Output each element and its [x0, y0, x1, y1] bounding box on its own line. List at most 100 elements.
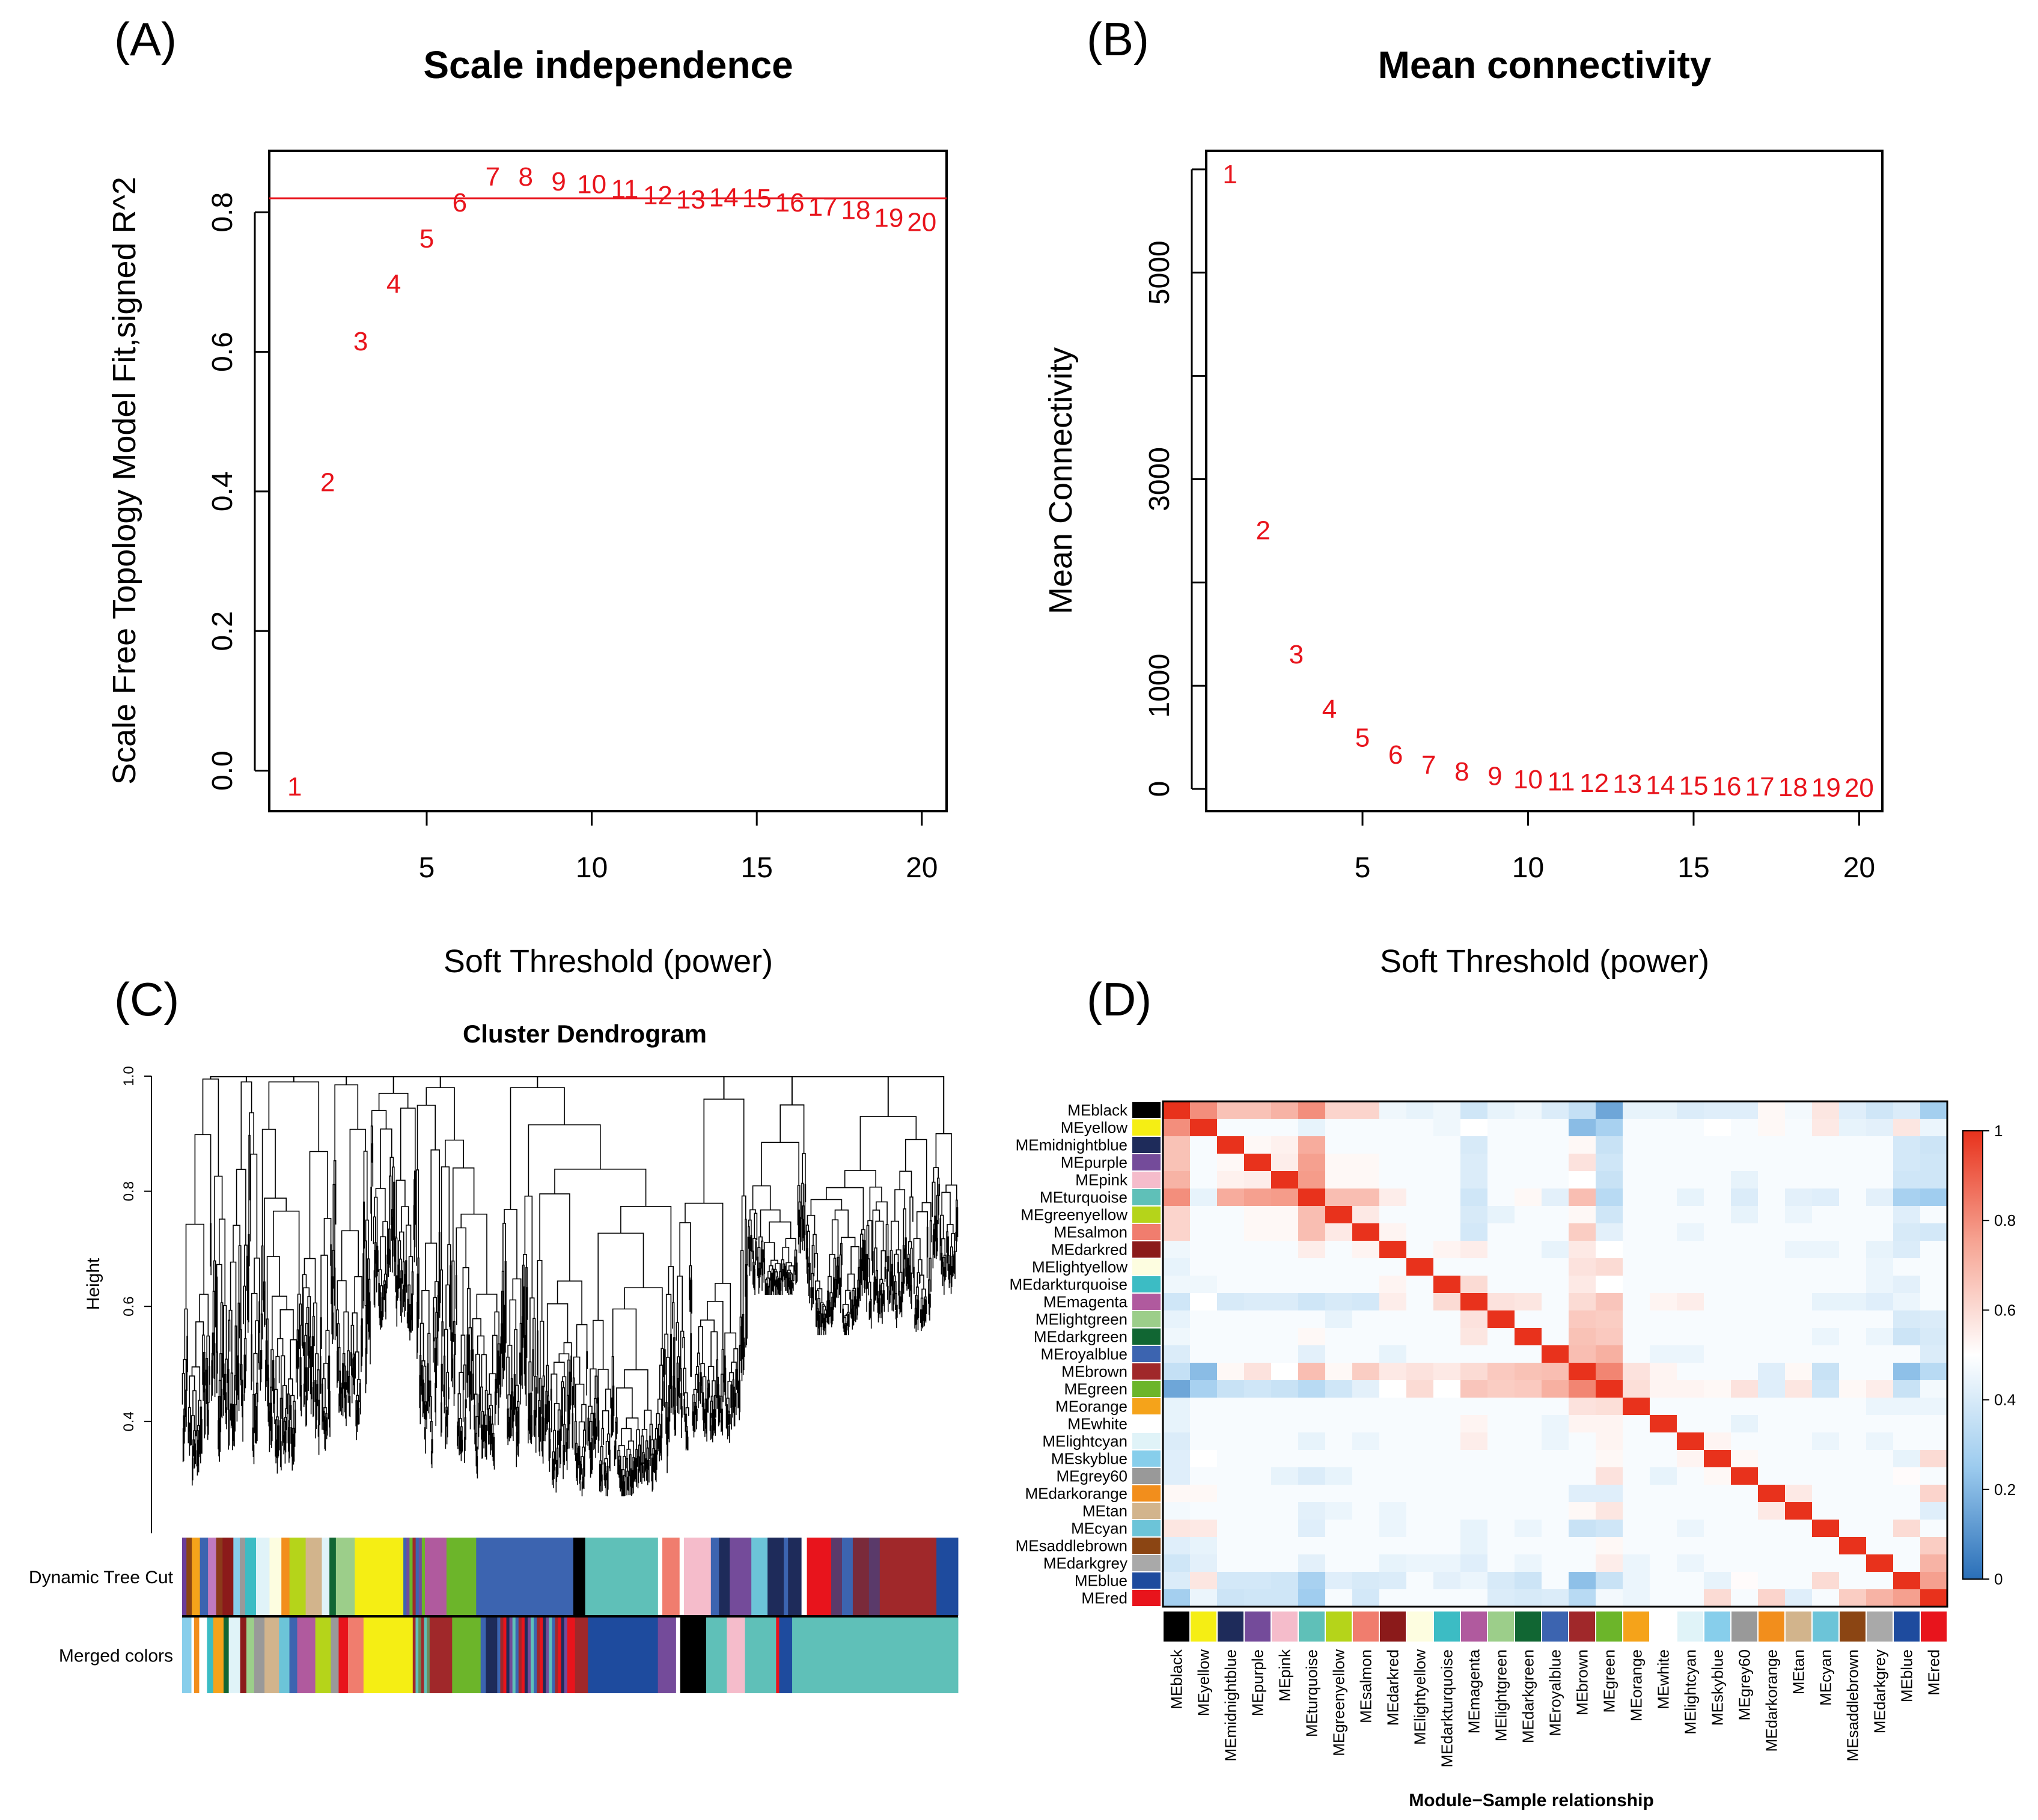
heatmap-cell [1379, 1572, 1407, 1590]
heatmap-cell [1163, 1502, 1191, 1520]
heatmap-cell [1920, 1293, 1948, 1311]
heatmap-cell [1812, 1310, 1840, 1328]
heatmap-cell [1677, 1223, 1704, 1241]
row-module-color [1132, 1538, 1161, 1554]
heatmap-cell [1406, 1537, 1434, 1555]
heatmap-cell [1515, 1101, 1542, 1119]
heatmap-cell [1650, 1502, 1677, 1520]
column-module-color [1326, 1612, 1352, 1642]
row-module-label: MEblue [1075, 1572, 1127, 1590]
column-module-label: MEblue [1898, 1649, 1916, 1702]
column-module-label: MEmagenta [1465, 1649, 1483, 1733]
column-module-label: MEwhite [1655, 1649, 1673, 1709]
heatmap-cell [1731, 1310, 1759, 1328]
heatmap-cell [1569, 1206, 1596, 1224]
dendrogram-ytick-label: 1.0 [121, 1066, 137, 1086]
heatmap-cell [1731, 1502, 1759, 1520]
row-module-label: MEturquoise [1040, 1188, 1127, 1207]
module-color-segment [852, 1538, 870, 1616]
heatmap-cell [1704, 1502, 1731, 1520]
heatmap-cell [1163, 1119, 1191, 1137]
column-module-color [1218, 1612, 1243, 1642]
heatmap-cell [1677, 1589, 1704, 1607]
heatmap-cell [1244, 1171, 1272, 1189]
heatmap-cell [1298, 1154, 1326, 1172]
heatmap-cell [1244, 1154, 1272, 1172]
heatmap-cell [1812, 1572, 1840, 1590]
column-module-label: MEdarkgreen [1519, 1649, 1537, 1743]
module-color-segment [213, 1617, 224, 1693]
module-color-segment [363, 1617, 413, 1693]
heatmap-cell [1379, 1485, 1407, 1503]
heatmap-cell [1596, 1136, 1623, 1154]
heatmap-cell [1433, 1398, 1461, 1416]
module-color-segment [776, 1617, 780, 1693]
column-module-color [1894, 1612, 1920, 1642]
heatmap-cell [1460, 1171, 1488, 1189]
heatmap-cell [1623, 1328, 1650, 1346]
heatmap-cell [1623, 1502, 1650, 1520]
heatmap-cell [1298, 1188, 1326, 1207]
heatmap-cell [1190, 1467, 1218, 1485]
heatmap-cell [1433, 1554, 1461, 1572]
heatmap-cell [1515, 1467, 1542, 1485]
heatmap-cell [1569, 1101, 1596, 1119]
heatmap-cell [1542, 1502, 1569, 1520]
heatmap-cell [1163, 1188, 1191, 1207]
heatmap-cell [1542, 1398, 1569, 1416]
module-color-stripe [403, 1538, 407, 1616]
panel-c-marks: 0.4 0.6 0.8 1.0 Dynamic Tree Cut Merged color… [29, 1066, 959, 1693]
heatmap-cell [1298, 1101, 1326, 1119]
heatmap-cell [1244, 1415, 1272, 1433]
heatmap-cell [1893, 1276, 1921, 1294]
heatmap-cell [1677, 1101, 1704, 1119]
heatmap-cell [1812, 1450, 1840, 1468]
heatmap-cell [1839, 1171, 1867, 1189]
column-module-color [1272, 1612, 1298, 1642]
heatmap-cell [1812, 1119, 1840, 1137]
heatmap-cell [1704, 1572, 1731, 1590]
heatmap-cell [1433, 1450, 1461, 1468]
dynamic-tree-cut-label: Dynamic Tree Cut [29, 1568, 174, 1587]
heatmap-cell [1920, 1485, 1948, 1503]
panel-a-ylabel: Scale Free Topology Model Fit,signed R^2 [106, 177, 142, 785]
panel-b-point-label: 2 [1256, 516, 1271, 546]
heatmap-cell [1731, 1328, 1759, 1346]
heatmap-cell [1758, 1554, 1786, 1572]
column-module-label: MEtan [1790, 1649, 1808, 1694]
column-module-color [1759, 1612, 1784, 1642]
heatmap-cell [1433, 1223, 1461, 1241]
heatmap-cell [1271, 1206, 1299, 1224]
heatmap-cell [1433, 1328, 1461, 1346]
heatmap-cell [1190, 1398, 1218, 1416]
heatmap-cell [1704, 1223, 1731, 1241]
heatmap-cell [1325, 1450, 1353, 1468]
heatmap-cell [1677, 1554, 1704, 1572]
heatmap-cell [1569, 1119, 1596, 1137]
heatmap-cell [1677, 1276, 1704, 1294]
heatmap-cell [1515, 1328, 1542, 1346]
heatmap-cell [1379, 1171, 1407, 1189]
row-module-label: MEgreen [1064, 1380, 1128, 1398]
module-color-segment [223, 1617, 230, 1693]
heatmap-cell [1487, 1206, 1515, 1224]
heatmap-cell [1433, 1293, 1461, 1311]
module-color-stripe [510, 1538, 514, 1616]
heatmap-cell [1190, 1310, 1218, 1328]
heatmap-cell [1244, 1188, 1272, 1207]
heatmap-cell [1433, 1485, 1461, 1503]
colorbar [1962, 1130, 1983, 1580]
heatmap-cell [1704, 1206, 1731, 1224]
heatmap-cell [1758, 1485, 1786, 1503]
row-module-label: MEgreenyellow [1021, 1206, 1127, 1224]
module-color-segment [331, 1617, 339, 1693]
dendrogram-branch [805, 1116, 932, 1336]
heatmap-cell [1893, 1258, 1921, 1276]
heatmap-cell [1515, 1171, 1542, 1189]
heatmap-cell [1217, 1520, 1245, 1538]
module-color-segment [662, 1538, 680, 1616]
heatmap-cell [1596, 1276, 1623, 1294]
heatmap-cell [1515, 1450, 1542, 1468]
module-color-segment [575, 1617, 588, 1693]
column-module-color [1488, 1612, 1514, 1642]
